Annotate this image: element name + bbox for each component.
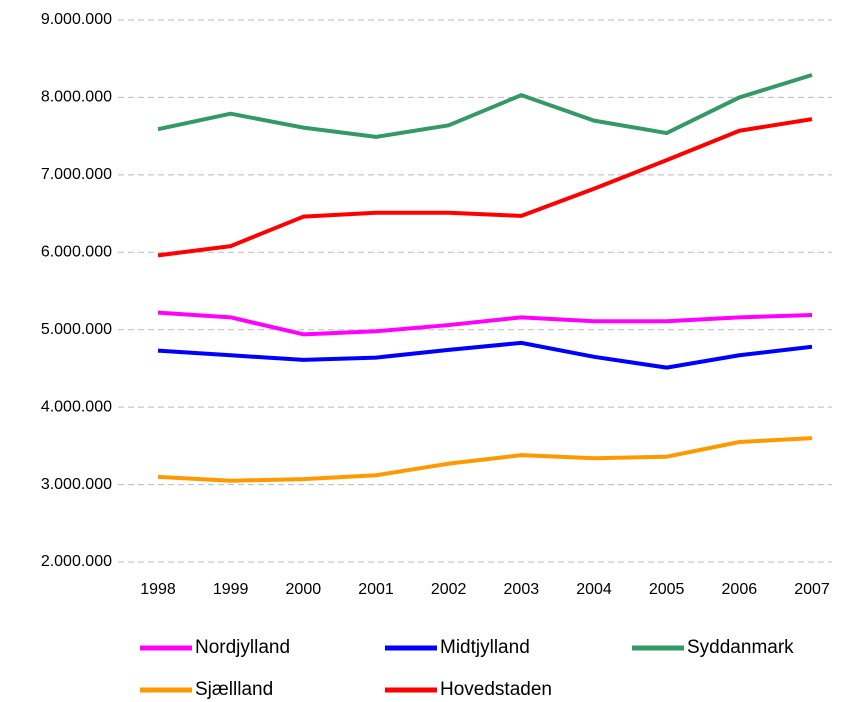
legend-label: Sjællland [195,679,273,700]
y-tick-label: 8.000.000 [41,89,112,106]
y-tick-label: 9.000.000 [41,11,112,28]
y-tick-label: 3.000.000 [41,476,112,493]
series-line [157,436,813,483]
series-line [157,310,813,337]
y-tick-label: 2.000.000 [41,553,112,570]
x-tick-label: 2001 [358,581,394,598]
legend-label: Nordjylland [195,637,290,658]
x-tick-label: 1998 [140,581,176,598]
x-tick-label: 2007 [794,581,830,598]
x-tick-label: 1999 [213,581,249,598]
x-tick-label: 2000 [286,581,322,598]
x-tick-label: 2006 [722,581,758,598]
x-tick-label: 2005 [649,581,685,598]
y-tick-label: 6.000.000 [41,244,112,261]
legend-label: Syddanmark [687,637,794,658]
y-tick-label: 5.000.000 [41,321,112,338]
series-line [157,117,813,258]
legend-label: Hovedstaden [440,679,552,700]
y-tick-label: 4.000.000 [41,398,112,415]
series-line [157,73,813,139]
series-line [157,340,813,370]
legend-label: Midtjylland [440,637,530,658]
y-tick-label: 7.000.000 [41,166,112,183]
x-tick-label: 2004 [576,581,612,598]
x-tick-label: 2003 [504,581,540,598]
x-tick-label: 2002 [431,581,467,598]
